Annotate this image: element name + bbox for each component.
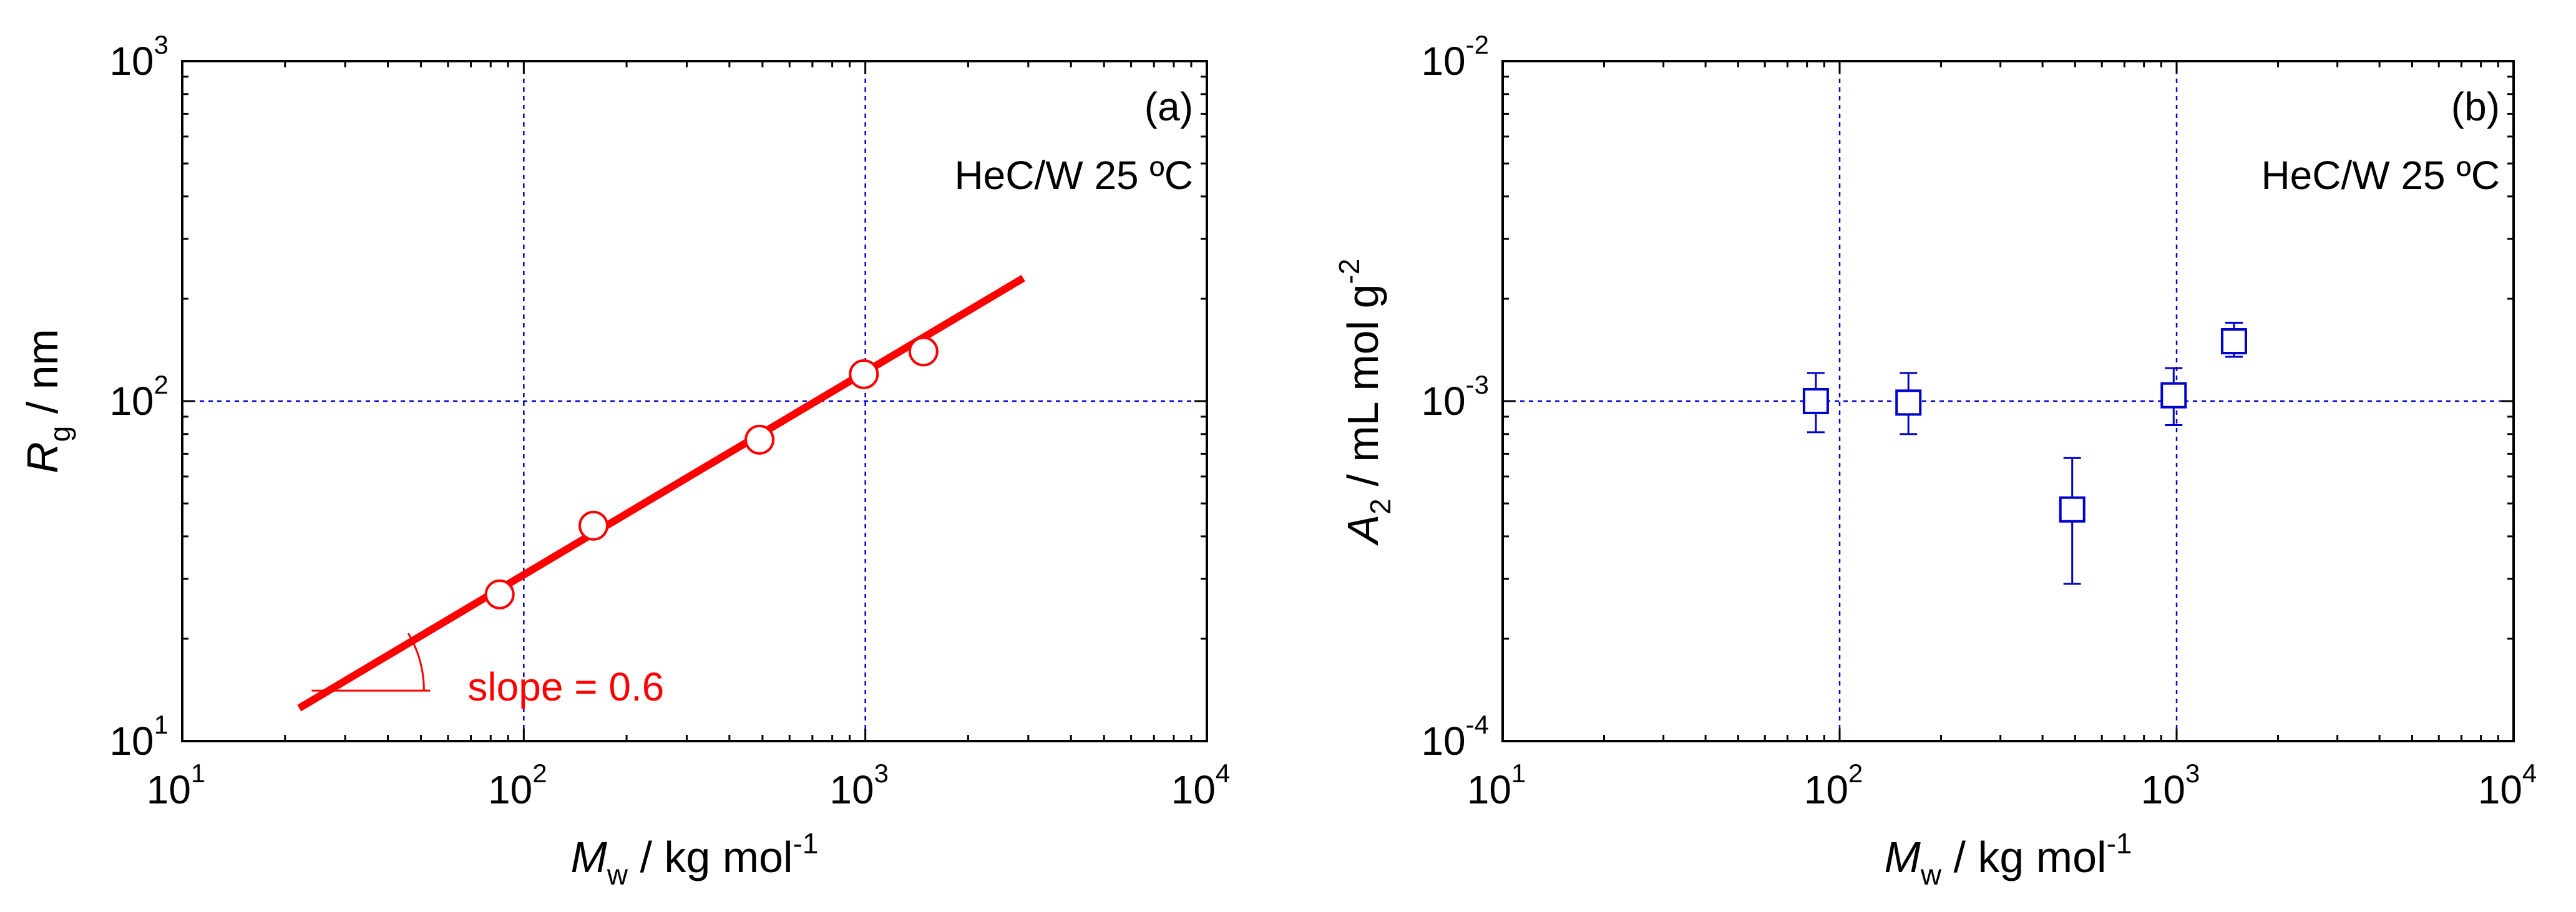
chart-panel-b: 101 102 103 104 10-4 10-3 10-2 Mw / kg mol-1 A2 … xyxy=(1333,30,2537,891)
x-tick-label: 103 xyxy=(2141,759,2200,812)
data-point xyxy=(908,336,939,367)
x-tick-label: 103 xyxy=(829,759,889,812)
data-point xyxy=(2059,496,2086,523)
data-point xyxy=(484,579,515,609)
panel-label: (b) xyxy=(2451,84,2500,129)
x-tick-label: 104 xyxy=(2478,759,2537,812)
data-point xyxy=(2220,328,2247,355)
x-tick-label: 102 xyxy=(1804,759,1863,812)
y-tick-label: 10-4 xyxy=(1421,710,1489,764)
y-tick-label: 103 xyxy=(109,30,168,84)
x-tick-label: 102 xyxy=(488,759,547,812)
condition-annotation: HeC/W 25 ºC xyxy=(954,153,1193,198)
y-tick-label: 10-3 xyxy=(1421,370,1489,424)
x-tick-label: 104 xyxy=(1171,759,1231,812)
data-point xyxy=(1802,388,1829,414)
y-axis-title: Rg / nm xyxy=(18,329,76,473)
condition-annotation: HeC/W 25 ºC xyxy=(2261,153,2500,198)
data-point xyxy=(1895,389,1922,416)
x-tick-label: 101 xyxy=(147,759,206,812)
x-axis-title: Mw / kg mol-1 xyxy=(1885,827,2132,891)
data-point xyxy=(2160,382,2187,409)
x-axis-title: Mw / kg mol-1 xyxy=(571,827,819,891)
y-axis-title: A2 / mL mol g-2 xyxy=(1333,259,1397,546)
y-tick-label: 10-2 xyxy=(1421,30,1489,84)
data-point xyxy=(578,510,609,541)
y-tick-label: 101 xyxy=(109,710,168,764)
slope-annotation: slope = 0.6 xyxy=(467,664,664,709)
fit-line xyxy=(297,274,1025,712)
data-point xyxy=(744,424,775,455)
data-point xyxy=(849,359,879,389)
panel-label: (a) xyxy=(1144,84,1193,129)
y-tick-label: 102 xyxy=(109,370,168,424)
x-tick-label: 101 xyxy=(1467,759,1526,812)
slope-arc xyxy=(407,633,425,691)
